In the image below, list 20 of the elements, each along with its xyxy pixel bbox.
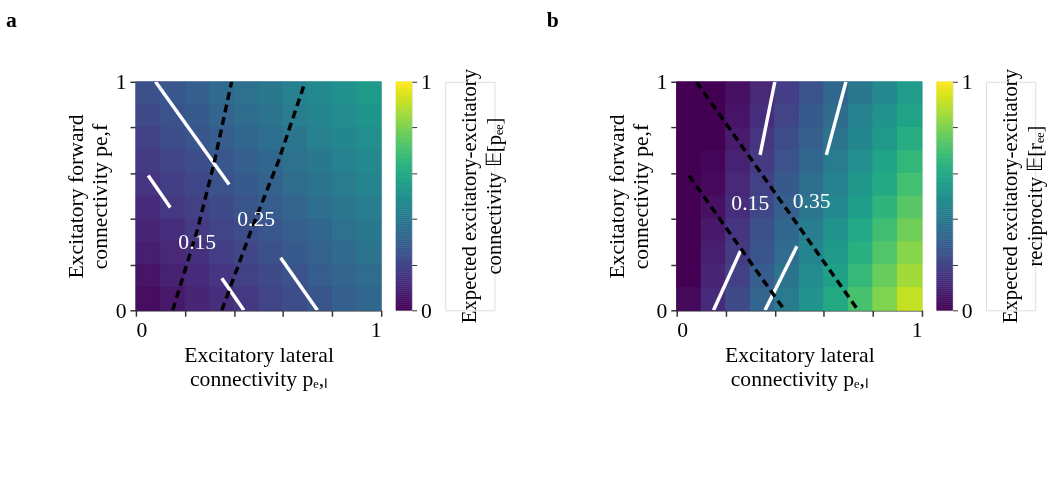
color-bar-label: 1 (421, 70, 432, 95)
x-tick-label: 0 (136, 318, 148, 343)
x-tick-label: 1 (911, 318, 923, 343)
x-axis-title: Excitatory lateral connectivity pₑ,ₗ (724, 343, 875, 391)
y-axis-title: Excitatory forward connectivity pe,f (605, 114, 653, 279)
x-tick-label: 0 (677, 318, 689, 343)
color-bar-label: 0 (961, 298, 973, 323)
color-bar-label: 0 (421, 298, 432, 323)
x-axis-title: Excitatory lateral connectivity pₑ,ₗ (184, 343, 334, 391)
color-bar-title: Expected excitatory-excitatory connectivity 𝔼[pₑₑ] (457, 68, 507, 324)
color-bar-label: 1 (961, 70, 973, 95)
chart-title: b (546, 7, 559, 32)
annotation: 0.35 (792, 188, 831, 213)
annotation: 0.25 (237, 206, 276, 231)
y-axis-title: Excitatory forward connectivity pe,f (64, 114, 112, 279)
color-bar-title: Expected excitatory-excitatory reciprocity 𝔼[rₑₑ] (998, 68, 1048, 324)
annotation: 0.15 (178, 229, 217, 254)
annotation: 0.15 (731, 190, 770, 215)
x-tick-label: 1 (370, 318, 382, 343)
chart-title: a (5, 7, 17, 32)
